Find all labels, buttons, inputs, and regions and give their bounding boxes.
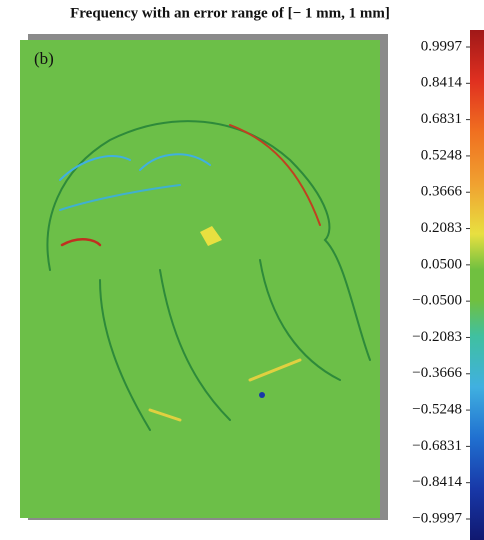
- colorbar-tick-label: 0.2083: [421, 220, 462, 236]
- chart-title: Frequency with an error range of [− 1 mm…: [70, 5, 390, 21]
- colorbar-tick-label: −0.3666: [412, 365, 462, 381]
- colorbar: [470, 30, 484, 540]
- colorbar-tick-label: 0.3666: [421, 184, 463, 200]
- colorbar-tick-label: 0.5248: [421, 147, 462, 163]
- colorbar-tick-label: −0.8414: [412, 474, 462, 490]
- colorbar-tick-label: 0.6831: [421, 111, 462, 127]
- panel-label: (b): [34, 49, 54, 68]
- eagle-relief: [46, 120, 371, 431]
- colorbar-tick-label: −0.5248: [412, 402, 462, 418]
- colorbar-tick-label: −0.6831: [412, 438, 462, 454]
- colorbar-tick-label: 0.0500: [421, 256, 462, 272]
- colorbar-tick-label: −0.9997: [412, 510, 462, 526]
- colorbar-tick-label: 0.9997: [421, 38, 463, 54]
- colorbar-tick-label: 0.8414: [421, 75, 463, 91]
- colorbar-tick-label: −0.0500: [412, 293, 462, 309]
- error-map: [20, 40, 380, 518]
- colorbar-tick-label: −0.2083: [412, 329, 462, 345]
